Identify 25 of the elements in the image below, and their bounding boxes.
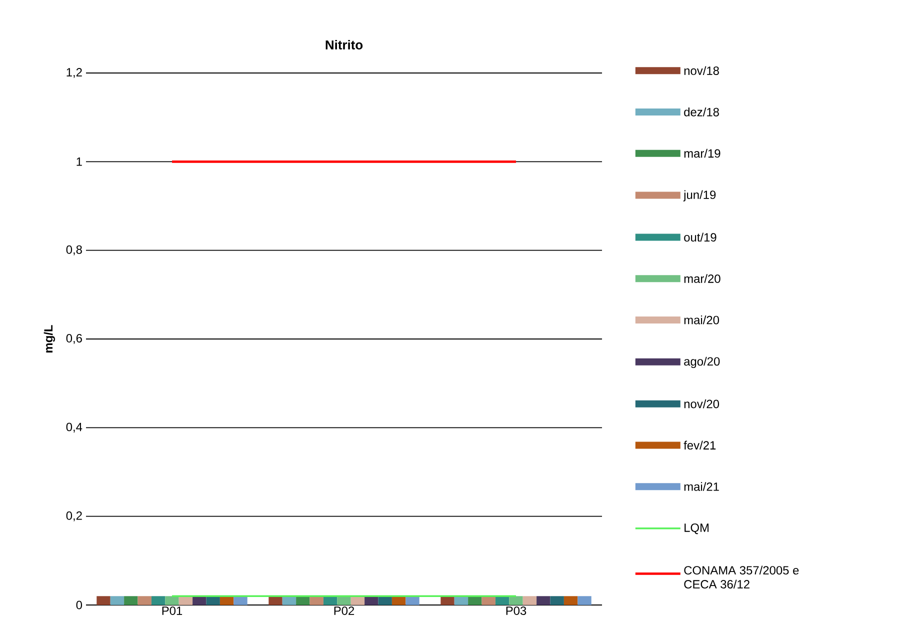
legend-label: CONAMA 357/2005 e CECA 36/12 — [684, 566, 799, 588]
y-tick-label: 0,6 — [66, 334, 82, 344]
legend-label: mai/21 — [684, 482, 719, 491]
x-tick-label: P03 — [506, 606, 526, 615]
legend-label: nov/18 — [684, 66, 719, 75]
x-tick-label: P02 — [334, 606, 354, 615]
legend-label: mar/20 — [684, 274, 720, 283]
y-tick-label: 0,2 — [66, 511, 82, 522]
legend-label: mai/20 — [684, 316, 720, 324]
chart-title: Nitrito — [326, 40, 363, 50]
legend-label: LQM — [684, 523, 709, 534]
y-tick-label: 0 — [76, 600, 82, 610]
y-tick-label: 1 — [76, 158, 82, 166]
y-tick-label: 0,8 — [66, 245, 82, 256]
legend-label: mar/19 — [684, 148, 720, 158]
y-axis-title: mg/L — [44, 325, 56, 352]
legend-label: jun/19 — [683, 190, 716, 202]
y-tick-label: 1,2 — [66, 68, 82, 78]
legend-label: fev/21 — [684, 440, 716, 450]
y-tick-label: 0,4 — [66, 422, 82, 433]
legend-label: nov/20 — [684, 399, 720, 408]
legend-label: dez/18 — [684, 108, 719, 116]
legend-label: ago/20 — [684, 356, 720, 368]
x-tick-label: P01 — [162, 606, 182, 615]
legend-label: out/19 — [684, 232, 716, 242]
